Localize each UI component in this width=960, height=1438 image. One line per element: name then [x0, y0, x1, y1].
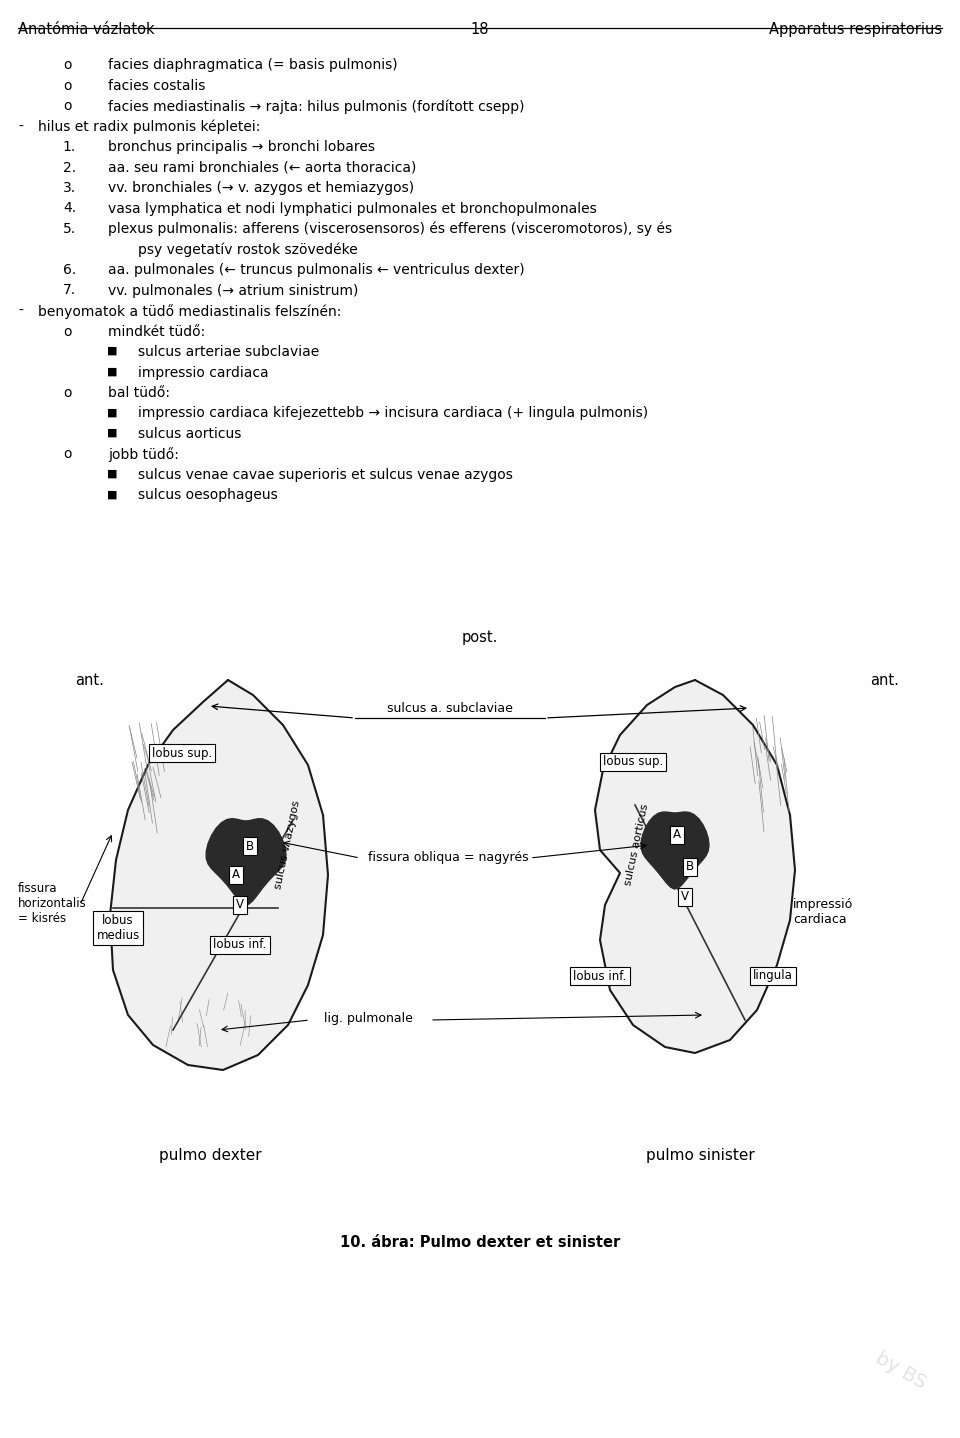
Text: facies costalis: facies costalis [108, 79, 205, 92]
Text: facies mediastinalis → rajta: hilus pulmonis (fordított csepp): facies mediastinalis → rajta: hilus pulm… [108, 99, 524, 114]
Text: sulcus venae cavae superioris et sulcus venae azygos: sulcus venae cavae superioris et sulcus … [138, 467, 513, 482]
Text: 1.: 1. [62, 139, 76, 154]
Text: sulcus aorticus: sulcus aorticus [623, 804, 651, 887]
Text: sulcus arteriae subclaviae: sulcus arteriae subclaviae [138, 345, 320, 360]
Text: ■: ■ [107, 429, 117, 439]
Text: vv. bronchiales (→ v. azygos et hemiazygos): vv. bronchiales (→ v. azygos et hemiazyg… [108, 181, 414, 196]
Text: sulcus a. subclaviae: sulcus a. subclaviae [387, 702, 513, 715]
Text: aa. pulmonales (← truncus pulmonalis ← ventriculus dexter): aa. pulmonales (← truncus pulmonalis ← v… [108, 263, 524, 278]
Text: lobus
medius: lobus medius [96, 915, 139, 942]
Text: post.: post. [462, 630, 498, 646]
Text: 18: 18 [470, 22, 490, 37]
Text: impressio cardiaca: impressio cardiaca [138, 365, 269, 380]
Text: bronchus principalis → bronchi lobares: bronchus principalis → bronchi lobares [108, 139, 375, 154]
Text: o: o [63, 325, 72, 338]
Text: facies diaphragmatica (= basis pulmonis): facies diaphragmatica (= basis pulmonis) [108, 58, 397, 72]
Text: lobus inf.: lobus inf. [573, 969, 627, 982]
Text: 5.: 5. [62, 221, 76, 236]
Text: B: B [246, 840, 254, 853]
Polygon shape [595, 680, 795, 1053]
Text: lingula: lingula [753, 969, 793, 982]
Text: hilus et radix pulmonis képletei:: hilus et radix pulmonis képletei: [38, 119, 260, 134]
Text: vasa lymphatica et nodi lymphatici pulmonales et bronchopulmonales: vasa lymphatica et nodi lymphatici pulmo… [108, 201, 597, 216]
Text: 3.: 3. [62, 181, 76, 196]
Text: impressió
cardiaca: impressió cardiaca [793, 897, 853, 926]
Text: mindkét tüdő:: mindkét tüdő: [108, 325, 205, 338]
Text: Apparatus respiratorius: Apparatus respiratorius [769, 22, 942, 37]
Text: ■: ■ [107, 489, 117, 499]
Text: 10. ábra: Pulmo dexter et sinister: 10. ábra: Pulmo dexter et sinister [340, 1235, 620, 1250]
Text: jobb tüdő:: jobb tüdő: [108, 447, 179, 463]
Text: ant.: ant. [75, 673, 104, 687]
Text: -: - [18, 119, 23, 134]
Text: benyomatok a tüdő mediastinalis felszínén:: benyomatok a tüdő mediastinalis felszíné… [38, 303, 342, 319]
Text: A: A [232, 869, 240, 881]
Text: ■: ■ [107, 407, 117, 417]
Text: Anatómia vázlatok: Anatómia vázlatok [18, 22, 155, 37]
Text: V: V [236, 899, 244, 912]
Text: 6.: 6. [62, 263, 76, 278]
Text: sulcus v. azygos: sulcus v. azygos [274, 800, 302, 890]
Text: bal tüdő:: bal tüdő: [108, 385, 170, 400]
Text: lobus sup.: lobus sup. [152, 746, 212, 759]
Text: A: A [673, 828, 681, 841]
Text: lobus inf.: lobus inf. [213, 939, 267, 952]
Text: o: o [63, 79, 72, 92]
Text: sulcus oesophageus: sulcus oesophageus [138, 489, 277, 502]
Text: plexus pulmonalis: afferens (viscerosensoros) és efferens (visceromotoros), sy é: plexus pulmonalis: afferens (viscerosens… [108, 221, 672, 236]
Text: lobus sup.: lobus sup. [603, 755, 663, 768]
Text: 4.: 4. [62, 201, 76, 216]
Text: -: - [18, 303, 23, 318]
Text: fissura obliqua = nagyrés: fissura obliqua = nagyrés [368, 851, 528, 864]
Text: o: o [63, 58, 72, 72]
Text: B: B [686, 860, 694, 873]
Text: ■: ■ [107, 469, 117, 479]
Text: psy vegetatív rostok szövedéke: psy vegetatív rostok szövedéke [138, 243, 358, 257]
Text: by BS: by BS [873, 1349, 930, 1393]
Text: fissura
horizontalis
= kisrés: fissura horizontalis = kisrés [18, 881, 86, 925]
Text: ant.: ant. [870, 673, 899, 687]
Text: impressio cardiaca kifejezettebb → incisura cardiaca (+ lingula pulmonis): impressio cardiaca kifejezettebb → incis… [138, 407, 648, 420]
Text: V: V [681, 890, 689, 903]
Polygon shape [110, 680, 328, 1070]
Text: ■: ■ [107, 367, 117, 377]
Text: 7.: 7. [62, 283, 76, 298]
Text: ■: ■ [107, 347, 117, 357]
Text: o: o [63, 385, 72, 400]
Text: pulmo sinister: pulmo sinister [646, 1148, 755, 1163]
Text: pulmo dexter: pulmo dexter [158, 1148, 261, 1163]
Polygon shape [641, 812, 709, 889]
Text: aa. seu rami bronchiales (← aorta thoracica): aa. seu rami bronchiales (← aorta thorac… [108, 161, 417, 174]
Polygon shape [206, 818, 286, 905]
Text: vv. pulmonales (→ atrium sinistrum): vv. pulmonales (→ atrium sinistrum) [108, 283, 358, 298]
Text: sulcus aorticus: sulcus aorticus [138, 427, 241, 441]
Text: lig. pulmonale: lig. pulmonale [324, 1012, 413, 1025]
Text: o: o [63, 447, 72, 462]
Text: 2.: 2. [62, 161, 76, 174]
Text: o: o [63, 99, 72, 114]
